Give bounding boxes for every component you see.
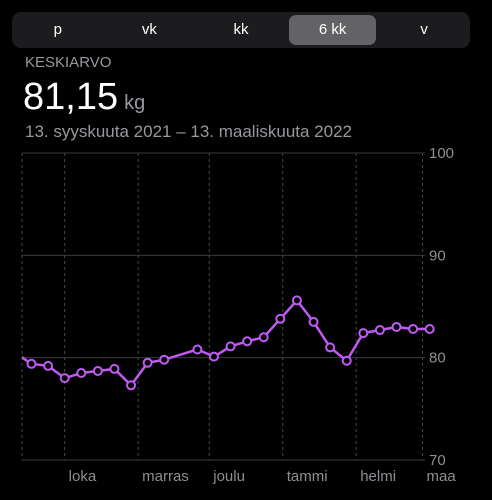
point: [208, 351, 219, 362]
x-tick-label: joulu: [212, 468, 245, 485]
y-tick-label: 80: [429, 350, 446, 367]
point: [26, 358, 37, 369]
segment[interactable]: kk: [233, 21, 249, 38]
point: [43, 360, 54, 371]
point: [109, 363, 120, 374]
point: [225, 341, 236, 352]
point: [142, 357, 153, 368]
point: [92, 365, 103, 376]
x-tick-label: loka: [69, 468, 97, 485]
point: [391, 321, 402, 332]
point: [126, 380, 137, 391]
segment[interactable]: v: [420, 21, 428, 38]
point: [242, 336, 253, 347]
point: [159, 354, 170, 365]
point: [341, 355, 352, 366]
unit: kg: [124, 92, 146, 114]
x-tick-label: tammi: [287, 468, 328, 485]
stat: 81,15 kg: [23, 76, 145, 119]
y-tick-label: 100: [429, 145, 454, 162]
segmented-control: p vk kk 6 kk v: [12, 12, 470, 48]
point: [424, 324, 435, 335]
stat-value: 81,15: [23, 76, 119, 118]
point: [192, 344, 203, 355]
plot: [11, 295, 435, 391]
segment[interactable]: 6 kk: [288, 15, 377, 45]
x-tick-label: helmi: [360, 468, 396, 485]
point: [76, 368, 87, 379]
x-tick-label: maa: [427, 468, 457, 485]
point: [11, 349, 19, 357]
y-tick-label: 70: [429, 452, 446, 469]
point: [258, 332, 269, 343]
point: [358, 328, 369, 339]
y-tick-label: 90: [429, 247, 446, 264]
point: [325, 342, 336, 353]
point: [275, 313, 286, 324]
point: [308, 316, 319, 327]
segment[interactable]: vk: [141, 21, 157, 38]
stat-label: KESKIARVO: [25, 54, 112, 71]
point: [291, 295, 302, 306]
point: [408, 324, 419, 335]
segment[interactable]: p: [53, 21, 62, 38]
point: [59, 373, 70, 384]
date-range: 13. syyskuuta 2021 – 13. maaliskuuta 202…: [25, 122, 352, 141]
point: [374, 325, 385, 336]
x-tick-label: marras: [142, 468, 189, 485]
